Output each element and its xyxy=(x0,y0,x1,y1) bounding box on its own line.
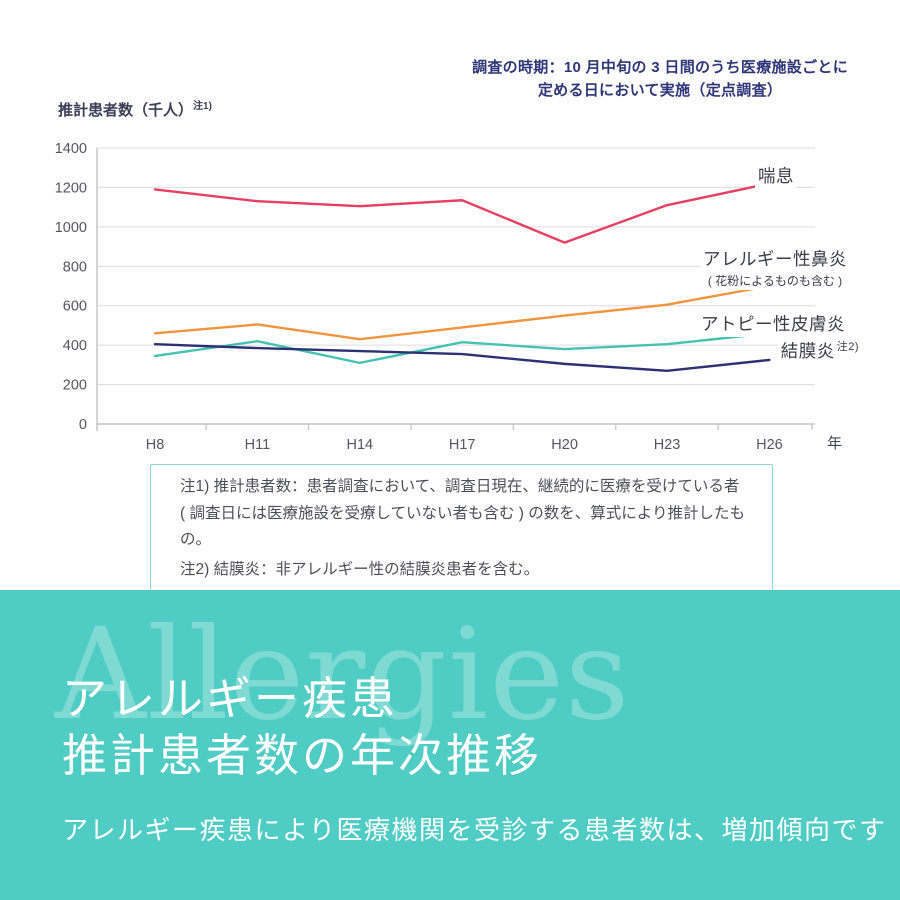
svg-text:H17: H17 xyxy=(449,437,476,453)
svg-text:H11: H11 xyxy=(245,437,271,453)
subtitle: アレルギー疾患により医療機関を受診する患者数は、増加傾向です xyxy=(62,816,887,846)
footnote-box: 注1) 推計患者数：患者調査において、調査日現在、継続的に医療を受けている者 (… xyxy=(150,464,773,594)
svg-text:年: 年 xyxy=(827,435,842,452)
svg-text:H23: H23 xyxy=(654,437,681,453)
series-label-conjunctivitis-note-ref: 注2) xyxy=(836,341,859,354)
series-label-asthma: 喘息 xyxy=(755,162,797,189)
svg-text:H26: H26 xyxy=(756,437,783,453)
title-section: Allergies アレルギー疾患 推計患者数の年次推移 アレルギー疾患により医… xyxy=(0,590,900,900)
svg-text:0: 0 xyxy=(79,417,87,433)
footnote-line2: ( 調査日には医療施設を受療していない者も含む ) の数を、算式により推計したも… xyxy=(180,504,745,549)
svg-text:400: 400 xyxy=(63,338,87,354)
line-chart: 0 200 400 600 800 1000 1200 1400 H8 H11 H14 H17 H20 H… xyxy=(55,141,842,453)
main-title-line2: 推計患者数の年次推移 xyxy=(62,729,543,782)
survey-period-note: 調査の時期：10 月中旬の 3 日間のうち医療施設ごとに 定める日において実施（… xyxy=(472,56,848,102)
svg-text:600: 600 xyxy=(63,299,87,315)
footnote-line1: 注1) 推計患者数：患者調査において、調査日現在、継続的に医療を受けている者 xyxy=(180,478,740,495)
series-label-rhinitis-main: アレルギー性鼻炎 xyxy=(703,249,847,269)
series-label-conjunctivitis: 結膜炎 注2) xyxy=(777,337,862,364)
svg-text:1000: 1000 xyxy=(55,220,87,236)
survey-note-line2: 定める日において実施（定点調査） xyxy=(537,82,783,99)
survey-note-line1: 調査の時期：10 月中旬の 3 日間のうち医療施設ごとに xyxy=(472,59,848,76)
series-label-rhinitis: アレルギー性鼻炎 ( 花粉によるものも含む ) xyxy=(700,245,850,290)
main-title: アレルギー疾患 推計患者数の年次推移 xyxy=(62,670,542,784)
series-label-atopic: アトピー性皮膚炎 xyxy=(698,310,848,337)
svg-text:800: 800 xyxy=(63,259,87,275)
svg-text:200: 200 xyxy=(63,378,87,394)
svg-text:1200: 1200 xyxy=(55,180,87,196)
main-title-line1: アレルギー疾患 xyxy=(62,672,399,725)
svg-text:H8: H8 xyxy=(146,437,165,453)
svg-text:1400: 1400 xyxy=(55,141,87,157)
y-axis-title-text: 推計患者数（千人） xyxy=(58,102,194,119)
svg-text:H20: H20 xyxy=(551,437,578,453)
svg-text:H14: H14 xyxy=(346,437,373,453)
footnote-line3: 注2) 結膜炎：非アレルギー性の結膜炎患者を含む。 xyxy=(180,560,540,578)
series-label-rhinitis-sub: ( 花粉によるものも含む ) xyxy=(707,274,843,288)
watermark-text: Allergies xyxy=(55,601,631,748)
series-label-conjunctivitis-main: 結膜炎 xyxy=(780,341,835,361)
y-axis-title: 推計患者数（千人）注1) xyxy=(58,97,212,120)
y-axis-title-note-ref: 注1) xyxy=(193,101,212,112)
